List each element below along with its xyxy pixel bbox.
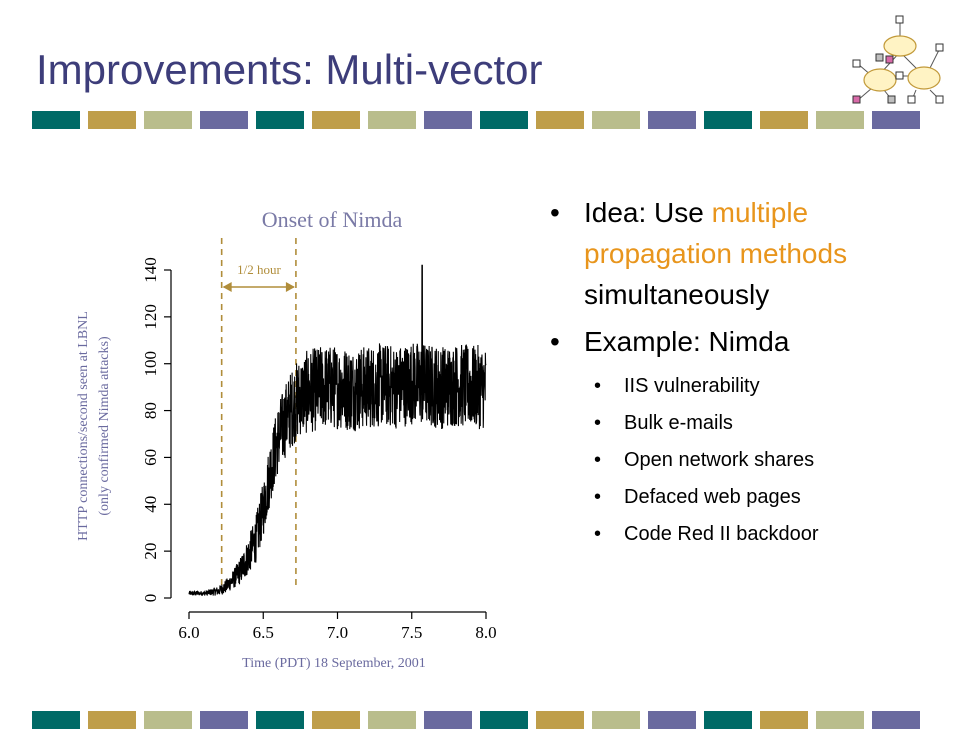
stripe-block <box>816 111 864 129</box>
sub-bullet-code-red: Code Red II backdoor <box>546 516 926 553</box>
stripe-block <box>368 111 416 129</box>
bullet-example: Example: Nimda <box>546 321 926 362</box>
y-tick-label: 140 <box>141 257 160 283</box>
sub-bullet-network-shares: Open network shares <box>546 442 926 479</box>
stripe-block <box>32 111 80 129</box>
stripe-block <box>256 111 304 129</box>
stripe-block <box>424 111 472 129</box>
sub-bullet-iis: IIS vulnerability <box>546 368 926 405</box>
series-line-nimda <box>188 264 487 596</box>
stripe-block <box>760 111 808 129</box>
y-tick-label: 60 <box>141 449 160 466</box>
x-tick-label: 6.0 <box>178 623 199 642</box>
x-tick-label: 7.0 <box>327 623 348 642</box>
x-tick-label: 7.5 <box>401 623 422 642</box>
x-axis-label: Time (PDT) 18 September, 2001 <box>242 656 426 671</box>
y-tick-label: 20 <box>141 543 160 560</box>
stripe-block <box>312 111 360 129</box>
stripe-block <box>144 111 192 129</box>
stripe-block <box>592 111 640 129</box>
idea-suffix: simultaneously <box>584 279 770 310</box>
stripe-block <box>480 111 528 129</box>
slide-title: Improvements: Multi-vector <box>36 46 543 93</box>
bullet-idea: Idea: Use multiple propagation methods s… <box>546 192 926 315</box>
stripe-block <box>704 111 752 129</box>
sub-bullet-bulk-emails: Bulk e-mails <box>546 405 926 442</box>
y-tick-label: 80 <box>141 402 160 419</box>
y-axis-label: HTTP connections/second seen at LBNL <box>76 311 91 541</box>
top-decorative-stripe <box>32 111 920 129</box>
bullet-list: Idea: Use multiple propagation methods s… <box>546 192 926 553</box>
y-axis-sublabel: (only confirmed Nimda attacks) <box>97 336 112 516</box>
x-tick-label: 8.0 <box>475 623 496 642</box>
span-arrow-right <box>285 282 295 292</box>
annotation-span-label: 1/2 hour <box>237 262 281 277</box>
y-tick-label: 120 <box>141 304 160 330</box>
y-tick-label: 100 <box>141 351 160 377</box>
x-tick-label: 6.5 <box>253 623 274 642</box>
y-tick-label: 0 <box>141 594 160 603</box>
stripe-block <box>200 111 248 129</box>
stripe-block <box>648 111 696 129</box>
sub-bullet-defaced-pages: Defaced web pages <box>546 479 926 516</box>
stripe-block <box>88 111 136 129</box>
chart-annotation-title: Onset of Nimda <box>262 207 403 232</box>
idea-highlight: multiple propagation methods <box>584 197 848 269</box>
stripe-block <box>536 111 584 129</box>
y-tick-label: 40 <box>141 496 160 513</box>
network-diagram-icon <box>852 15 944 104</box>
stripe-block <box>872 111 920 129</box>
idea-prefix: Idea: Use <box>584 197 712 228</box>
span-arrow-left <box>222 282 232 292</box>
